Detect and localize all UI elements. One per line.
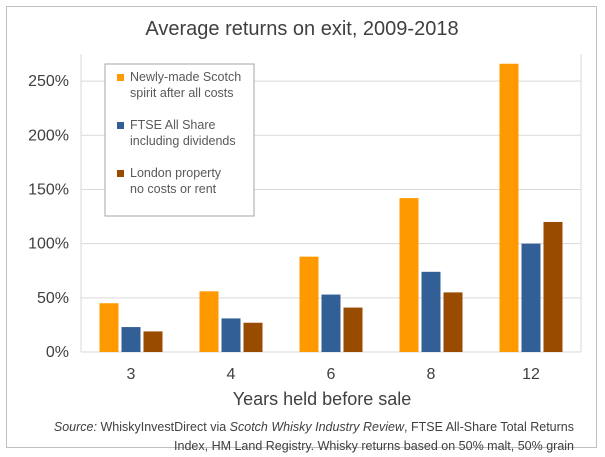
x-tick-label: 8 [427,366,436,383]
legend-swatch [117,170,124,177]
legend-label: London property [130,166,222,180]
chart-title: Average returns on exit, 2009-2018 [145,18,458,40]
x-tick-label: 12 [522,366,540,383]
bar [299,256,319,352]
bar [321,294,341,352]
bar [121,327,141,352]
source-publication: Scotch Whisky Industry Review [229,420,405,434]
legend-label: spirit after all costs [130,86,234,100]
bar [443,292,463,352]
x-axis-label: Years held before sale [233,389,411,409]
bar [543,221,563,352]
x-tick-label: 3 [127,366,136,383]
bar [343,307,363,352]
y-tick-label: 0% [46,344,69,361]
y-tick-label: 200% [28,127,69,144]
y-axis: 0% 50% 100% 150% 200% 250% [28,73,69,361]
source-label: Source: [53,420,97,434]
chart: Average returns on exit, 2009-2018 0% 50%… [28,18,582,409]
x-tick-label: 6 [327,366,336,383]
legend-label: FTSE All Share [130,118,215,132]
bar [499,63,519,353]
bar [199,291,219,352]
y-tick-label: 50% [37,290,69,307]
bar [521,243,541,352]
bar [421,271,441,352]
y-tick-label: 150% [28,181,69,198]
y-tick-label: 100% [28,236,69,253]
source-text-1: WhiskyInvestDirect via [96,420,230,434]
x-tick-label: 4 [227,366,236,383]
bars [99,63,563,353]
bar [399,198,419,352]
legend: Newly-made Scotch spirit after all costs F… [104,63,255,217]
bar [221,318,241,352]
legend-label: including dividends [130,134,236,148]
x-axis: 3 4 6 8 12 [127,366,540,383]
y-tick-label: 250% [28,73,69,90]
bar [243,322,263,352]
legend-swatch [117,122,124,129]
legend-box [104,63,255,217]
legend-label: no costs or rent [130,182,217,196]
legend-swatch [117,74,124,81]
source-note: Source: WhiskyInvestDirect via Scotch Wh… [27,418,574,456]
source-text-2: , FTSE All-Share Total Returns Index, HM… [174,420,574,453]
bar [99,303,119,352]
legend-label: Newly-made Scotch [130,70,241,84]
chart-frame: Average returns on exit, 2009-2018 0% 50%… [6,6,597,453]
bar [143,331,163,352]
